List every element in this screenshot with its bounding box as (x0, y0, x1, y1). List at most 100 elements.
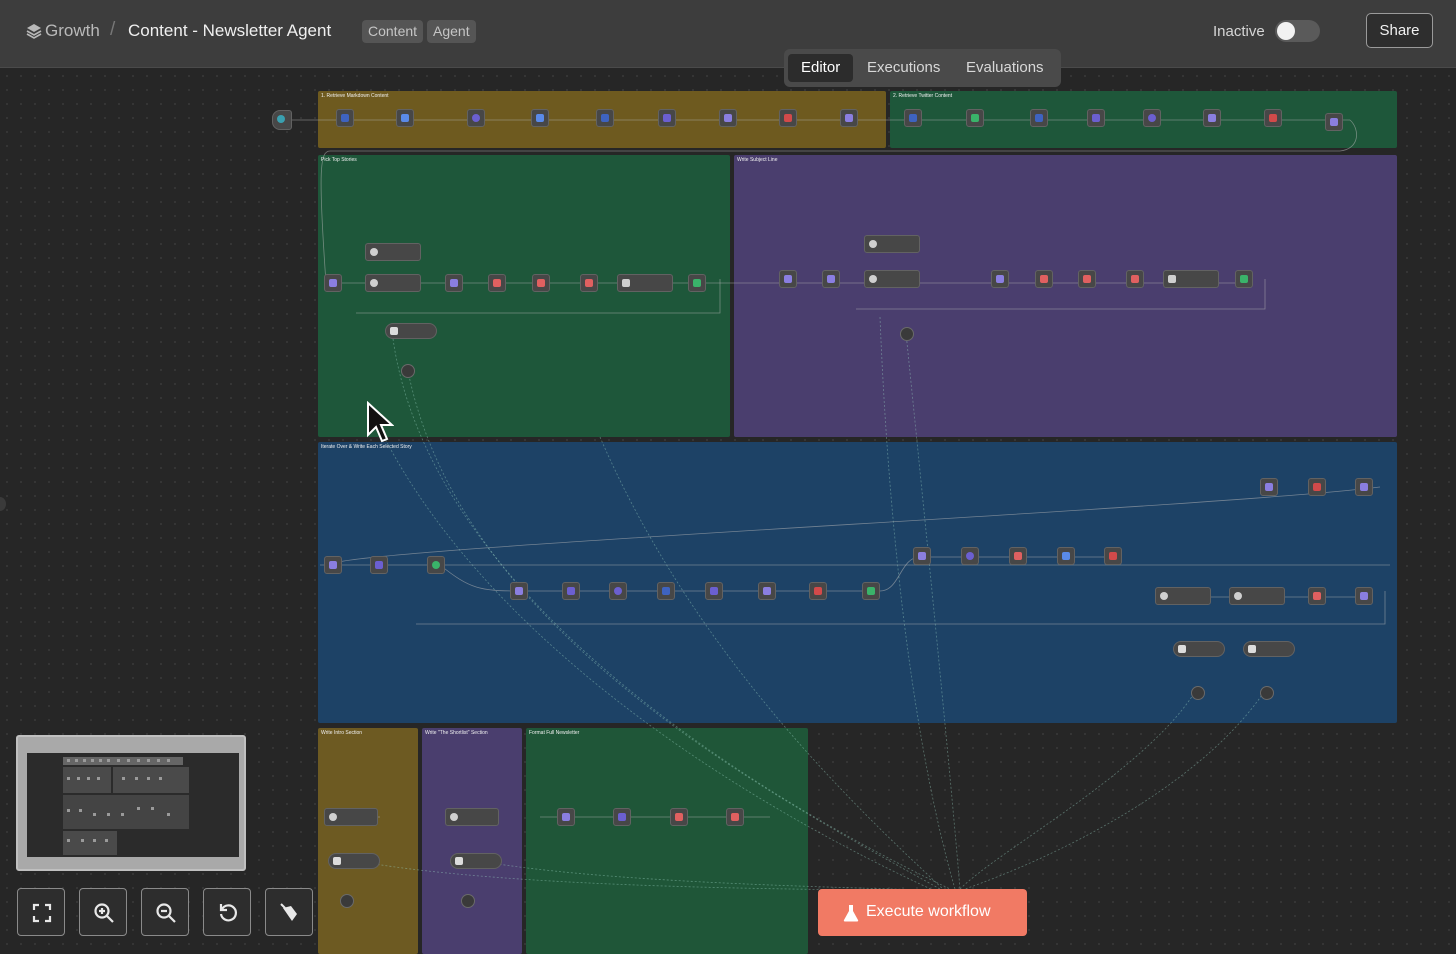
workflow-node[interactable] (1104, 547, 1122, 565)
workflow-node[interactable] (557, 808, 575, 826)
output-parser-node[interactable] (461, 894, 475, 908)
workflow-node[interactable] (1235, 270, 1253, 288)
model-node[interactable] (1173, 641, 1225, 657)
workflow-node[interactable] (596, 109, 614, 127)
output-parser-node[interactable] (1191, 686, 1205, 700)
group-write-shortlist[interactable]: Write "The Shortlist" Section (422, 728, 522, 954)
execute-workflow-button[interactable]: Execute workflow (818, 889, 1027, 936)
group-iterate-stories[interactable]: Iterate Over & Write Each Selected Story (318, 442, 1397, 723)
workflow-node[interactable] (1355, 587, 1373, 605)
tab-executions[interactable]: Executions (867, 59, 941, 76)
workflow-node[interactable] (1355, 478, 1373, 496)
workflow-node[interactable] (966, 109, 984, 127)
llm-chain-node[interactable] (1155, 587, 1211, 605)
switch-node[interactable] (617, 274, 673, 292)
workflow-node[interactable] (961, 547, 979, 565)
zoom-out-button[interactable] (141, 888, 189, 936)
fit-view-button[interactable] (17, 888, 65, 936)
workflow-node[interactable] (1078, 270, 1096, 288)
workflow-node[interactable] (657, 582, 675, 600)
workflow-node[interactable] (991, 270, 1009, 288)
group-write-subject-line[interactable]: Write Subject Line (734, 155, 1397, 437)
workflow-node[interactable] (809, 582, 827, 600)
workflow-canvas[interactable]: 1. Retrieve Markdown Content 2. Retrieve… (0, 69, 1456, 954)
llm-chain-node[interactable] (1229, 587, 1285, 605)
workflow-node[interactable] (1308, 587, 1326, 605)
workflow-node[interactable] (904, 109, 922, 127)
group-format-newsletter[interactable]: Format Full Newsletter (526, 728, 808, 954)
workflow-node[interactable] (613, 808, 631, 826)
workflow-node[interactable] (1264, 109, 1282, 127)
workflow-node[interactable] (324, 274, 342, 292)
tag-content[interactable]: Content (362, 20, 424, 43)
filter-node[interactable] (396, 109, 414, 127)
workflow-node[interactable] (705, 582, 723, 600)
workflow-node[interactable] (758, 582, 776, 600)
workflow-node[interactable] (726, 808, 744, 826)
llm-chain-node[interactable] (324, 808, 378, 826)
tab-evaluations[interactable]: Evaluations (966, 59, 1044, 76)
chat-trigger-node[interactable] (272, 110, 292, 130)
workflow-title[interactable]: Content - Newsletter Agent (128, 21, 332, 40)
workflow-node[interactable] (580, 274, 598, 292)
output-parser-node[interactable] (900, 327, 914, 341)
switch-node[interactable] (1163, 270, 1219, 288)
model-node[interactable] (328, 853, 380, 869)
workflow-node[interactable] (370, 556, 388, 574)
tab-editor[interactable]: Editor (788, 54, 854, 82)
workflow-node[interactable] (336, 109, 354, 127)
llm-chain-node[interactable] (864, 270, 920, 288)
workflow-node[interactable] (1035, 270, 1053, 288)
workflow-node[interactable] (688, 274, 706, 292)
llm-chain-node[interactable] (365, 274, 421, 292)
workflow-node[interactable] (862, 582, 880, 600)
filter-node[interactable] (531, 109, 549, 127)
active-toggle[interactable] (1275, 20, 1320, 42)
reset-zoom-button[interactable] (203, 888, 251, 936)
model-node[interactable] (1243, 641, 1295, 657)
workflow-node[interactable] (467, 109, 485, 127)
workflow-node[interactable] (510, 582, 528, 600)
workflow-node[interactable] (324, 556, 342, 574)
workflow-node[interactable] (488, 274, 506, 292)
tag-agent[interactable]: Agent (427, 20, 476, 43)
workflow-node[interactable] (1126, 270, 1144, 288)
workflow-node[interactable] (658, 109, 676, 127)
loop-node[interactable] (427, 556, 445, 574)
workflow-node[interactable] (840, 109, 858, 127)
tidy-up-button[interactable] (265, 888, 313, 936)
workflow-node[interactable] (1030, 109, 1048, 127)
workflow-node[interactable] (670, 808, 688, 826)
workflow-node[interactable] (1308, 478, 1326, 496)
group-pick-top-stories[interactable]: Pick Top Stories (318, 155, 730, 437)
workflow-node[interactable] (1260, 478, 1278, 496)
workflow-node[interactable] (1203, 109, 1221, 127)
llm-chain-node[interactable] (365, 243, 421, 261)
output-parser-node[interactable] (340, 894, 354, 908)
minimap[interactable] (16, 735, 246, 871)
workflow-node[interactable] (779, 270, 797, 288)
workflow-node[interactable] (1009, 547, 1027, 565)
workflow-node[interactable] (719, 109, 737, 127)
workflow-node[interactable] (562, 582, 580, 600)
side-panel-handle[interactable] (0, 497, 6, 511)
output-parser-node[interactable] (401, 364, 415, 378)
zoom-in-button[interactable] (79, 888, 127, 936)
filter-node[interactable] (1057, 547, 1075, 565)
workflow-node[interactable] (1087, 109, 1105, 127)
workflow-node[interactable] (445, 274, 463, 292)
model-node[interactable] (450, 853, 502, 869)
workflow-node[interactable] (1325, 113, 1343, 131)
breadcrumb-project[interactable]: Growth (45, 21, 100, 40)
llm-chain-node[interactable] (864, 235, 920, 253)
workflow-node[interactable] (1143, 109, 1161, 127)
model-node[interactable] (385, 323, 437, 339)
workflow-node[interactable] (609, 582, 627, 600)
workflow-node[interactable] (822, 270, 840, 288)
share-button[interactable]: Share (1366, 13, 1433, 48)
llm-chain-node[interactable] (445, 808, 499, 826)
output-parser-node[interactable] (1260, 686, 1274, 700)
workflow-node[interactable] (779, 109, 797, 127)
workflow-node[interactable] (532, 274, 550, 292)
workflow-node[interactable] (913, 547, 931, 565)
